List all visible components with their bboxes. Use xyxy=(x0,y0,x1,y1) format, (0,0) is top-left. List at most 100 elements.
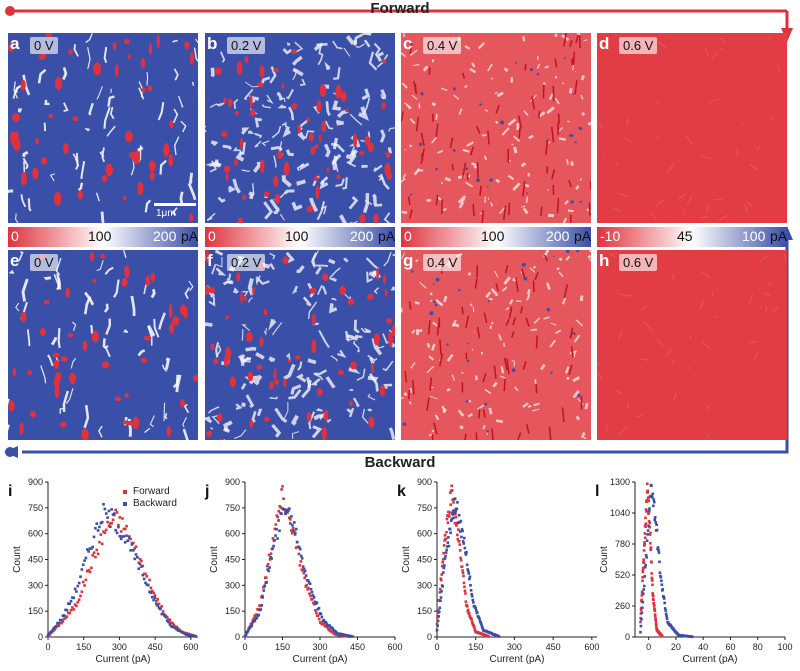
point-backward xyxy=(186,633,189,636)
point-backward xyxy=(671,627,675,630)
point-backward xyxy=(451,510,455,513)
x-tick-label: 600 xyxy=(387,642,402,652)
point-forward xyxy=(640,598,643,602)
point-backward xyxy=(443,557,447,560)
point-forward xyxy=(144,572,147,576)
point-forward xyxy=(132,541,135,545)
point-backward xyxy=(436,619,440,623)
point-backward xyxy=(289,522,292,525)
x-axis-label: Current (pA) xyxy=(95,654,150,665)
point-forward xyxy=(652,602,656,606)
point-backward xyxy=(470,592,473,596)
x-tick-label: 300 xyxy=(507,642,522,652)
point-forward xyxy=(302,571,306,575)
point-backward xyxy=(303,569,307,573)
point-forward xyxy=(649,547,653,551)
point-backward xyxy=(155,602,158,606)
point-forward xyxy=(149,586,153,590)
point-backward xyxy=(439,599,442,603)
point-forward xyxy=(445,517,449,521)
point-backward xyxy=(304,574,308,577)
point-forward xyxy=(650,579,654,582)
point-backward xyxy=(292,529,295,532)
point-backward xyxy=(278,529,281,533)
point-forward xyxy=(654,623,658,627)
point-backward xyxy=(656,547,659,551)
point-forward xyxy=(121,517,124,520)
point-forward xyxy=(655,626,658,629)
point-forward xyxy=(298,564,302,567)
point-backward xyxy=(268,566,271,569)
point-backward xyxy=(315,601,319,604)
point-forward xyxy=(167,618,170,621)
point-forward xyxy=(439,587,442,591)
point-forward xyxy=(437,608,440,612)
point-backward xyxy=(65,608,69,612)
point-forward xyxy=(75,604,78,608)
point-forward xyxy=(68,611,71,615)
y-tick-label: 0 xyxy=(235,632,240,642)
point-backward xyxy=(146,583,150,587)
point-forward xyxy=(643,532,647,535)
point-forward xyxy=(641,576,644,579)
forward-arrow-start xyxy=(5,6,15,16)
point-forward xyxy=(171,621,174,625)
voltage-label: 0 V xyxy=(30,254,58,271)
panel-letter: d xyxy=(599,34,610,53)
point-backward xyxy=(191,634,195,638)
scale-bar-label: 1μm xyxy=(156,208,176,219)
colorbar-1: 0 100 200 pA xyxy=(8,227,198,247)
point-forward xyxy=(138,557,142,561)
point-forward xyxy=(148,578,151,582)
point-forward xyxy=(447,510,450,514)
point-backward xyxy=(462,536,466,540)
point-backward xyxy=(80,568,84,571)
point-backward xyxy=(137,567,141,570)
point-backward xyxy=(127,536,131,539)
point-forward xyxy=(654,620,658,623)
point-backward xyxy=(75,590,78,593)
point-forward xyxy=(282,497,285,501)
point-backward xyxy=(663,607,667,610)
point-backward xyxy=(188,634,192,637)
point-backward xyxy=(476,611,479,614)
point-backward xyxy=(243,634,247,638)
point-backward xyxy=(447,536,450,539)
backward-arrow-tip xyxy=(4,446,18,458)
point-backward xyxy=(250,624,254,627)
panel-letter: c xyxy=(403,34,413,53)
point-backward xyxy=(274,534,277,537)
point-backward xyxy=(176,629,180,632)
point-forward xyxy=(435,622,439,626)
point-forward xyxy=(440,573,444,576)
point-backward xyxy=(437,615,441,618)
point-forward xyxy=(161,610,165,613)
voltage-label: 0.6 V xyxy=(619,37,658,54)
point-backward xyxy=(60,618,63,622)
point-forward xyxy=(640,590,644,594)
point-forward xyxy=(56,624,59,628)
point-backward xyxy=(469,589,473,592)
point-backward xyxy=(156,604,159,608)
point-backward xyxy=(54,624,58,628)
point-backward xyxy=(650,484,653,488)
point-backward xyxy=(660,579,663,583)
point-backward xyxy=(470,594,474,598)
point-forward xyxy=(115,511,119,514)
point-forward xyxy=(153,594,157,597)
point-forward xyxy=(463,585,466,589)
point-forward xyxy=(261,594,264,598)
point-backward xyxy=(106,516,109,519)
point-forward xyxy=(252,617,255,621)
histogram-j: 0 150 300 450 600 750 900 0 150 300 450 600 Current … xyxy=(204,477,403,665)
point-forward xyxy=(461,571,465,575)
point-backward xyxy=(148,590,151,594)
point-backward xyxy=(283,508,286,511)
colorbar-max: 200 xyxy=(546,228,570,244)
point-backward xyxy=(69,599,73,603)
point-backward xyxy=(670,625,673,628)
point-backward xyxy=(466,568,469,571)
point-backward xyxy=(272,544,275,548)
map-panel-b: b 0.2 V xyxy=(205,33,395,223)
